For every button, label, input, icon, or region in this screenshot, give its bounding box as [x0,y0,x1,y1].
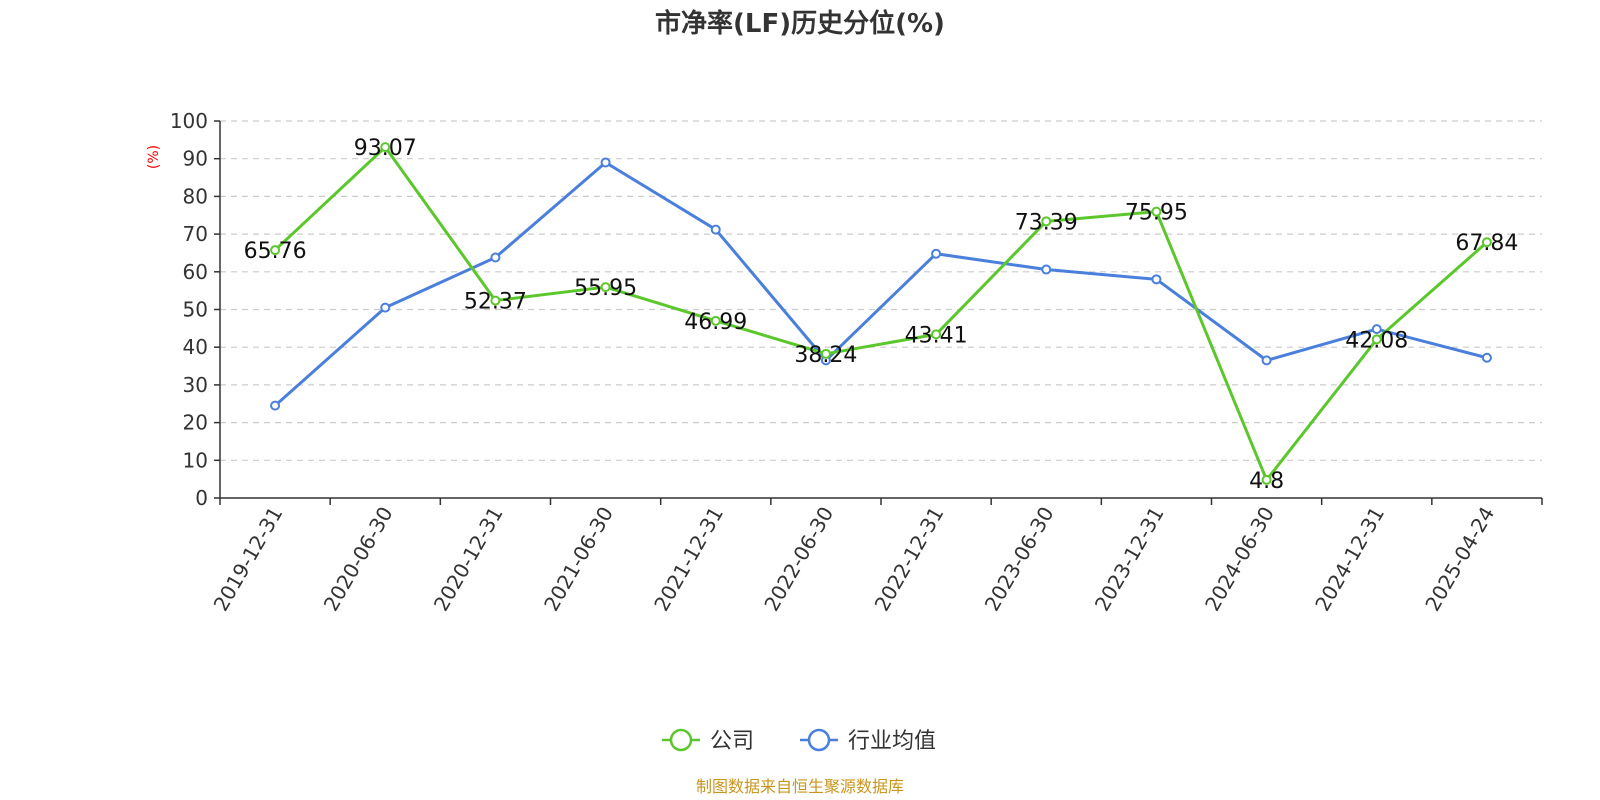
data-point[interactable] [931,329,942,340]
x-tick-label: 2022-06-30 [759,503,838,616]
data-label: 46.99 [684,310,747,335]
series-line-1 [274,160,1488,407]
data-point[interactable] [710,224,721,235]
y-tick-label: 100 [170,109,208,133]
x-tick-label: 2024-06-30 [1200,503,1279,616]
y-tick-label: 90 [183,147,208,171]
series-line-0 [274,145,1488,482]
x-tick-label: 2019-12-31 [209,503,288,616]
data-point[interactable] [490,252,501,263]
data-point[interactable] [600,157,611,168]
data-point[interactable] [270,245,281,256]
y-axis-unit: (%) [146,145,162,169]
data-point[interactable] [270,400,281,411]
grid [220,120,1542,461]
legend-label: 行业均值 [848,729,936,754]
data-labels: 65.76 93.07 52.37 55.95 46.99 38.24 43.41 73.39… [244,136,1519,494]
data-label: 75.95 [1125,201,1188,226]
data-point[interactable] [1041,216,1052,227]
chart-title: 市净率(LF)历史分位(%) [655,8,945,39]
x-tick-label: 2022-12-31 [870,502,949,615]
x-tick-label: 2020-12-31 [429,502,508,615]
legend-marker-icon [807,728,831,752]
data-point[interactable] [380,302,391,313]
data-point[interactable] [1481,237,1492,248]
y-tick-label: 10 [183,448,208,472]
data-point[interactable] [1151,206,1162,217]
data-point[interactable] [380,142,391,153]
x-tick-label: 2021-12-31 [649,503,728,616]
y-tick-label: 40 [183,335,208,359]
legend-item-1[interactable]: 行业均值 [800,728,936,754]
y-tick-label: 0 [195,486,208,510]
data-point[interactable] [490,295,501,306]
y-tick-label: 30 [183,373,208,397]
series-layer [270,142,1492,485]
data-point[interactable] [1261,355,1272,366]
source-note: 制图数据来自恒生聚源数据库 [696,777,904,796]
data-point[interactable] [710,315,721,326]
x-tick-label: 2025-04-24 [1420,503,1499,616]
data-label: 73.39 [1015,210,1078,235]
data-label: 52.37 [464,290,527,315]
data-point[interactable] [1261,474,1272,485]
legend[interactable]: 公司 行业均值 [662,728,936,754]
legend-marker-icon [669,728,693,752]
data-point[interactable] [931,248,942,259]
data-point[interactable] [1041,264,1052,275]
data-label: 93.07 [354,136,417,161]
data-label: 55.95 [574,276,637,301]
x-tick-label: 2020-06-30 [319,503,398,616]
data-point[interactable] [1371,334,1382,345]
x-tick-label: 2021-06-30 [539,503,618,616]
data-point[interactable] [1481,352,1492,363]
data-point[interactable] [1371,324,1382,335]
legend-item-0[interactable]: 公司 [662,728,754,754]
y-tick-label: 60 [183,260,208,284]
y-tick-label: 80 [183,184,208,208]
data-label: 4.8 [1249,469,1284,494]
data-label: 42.08 [1345,328,1408,353]
data-point[interactable] [600,282,611,293]
y-tick-label: 50 [183,298,208,322]
x-tick-label: 2024-12-31 [1310,503,1389,616]
x-tick-label: 2023-06-30 [980,503,1059,616]
data-label: 67.84 [1455,231,1518,256]
data-point[interactable] [820,348,831,359]
x-tick-label: 2023-12-31 [1090,503,1169,616]
data-point[interactable] [1151,274,1162,285]
data-label: 65.76 [244,239,307,264]
y-tick-label: 20 [183,411,208,435]
data-label: 43.41 [905,323,968,348]
data-label: 38.24 [794,343,857,368]
legend-label: 公司 [710,729,754,754]
y-tick-label: 70 [183,222,208,246]
